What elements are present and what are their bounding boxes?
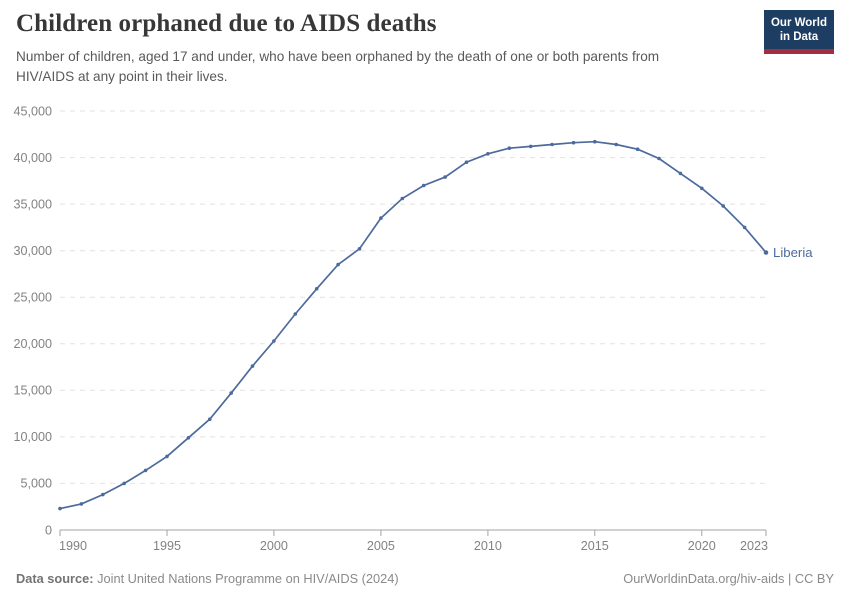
x-axis-tick-label: 1995 [153, 539, 181, 553]
data-point [336, 262, 340, 267]
x-axis-tick-label: 2010 [474, 539, 502, 553]
x-axis-tick-label: 2000 [260, 539, 288, 553]
data-point [165, 454, 169, 459]
data-point [742, 225, 747, 230]
page-title: Children orphaned due to AIDS deaths [16, 10, 437, 37]
data-point [486, 152, 490, 156]
x-axis-tick-label: 2023 [740, 539, 768, 553]
data-point [357, 247, 362, 251]
data-point [293, 312, 298, 316]
y-axis-tick-label: 20,000 [13, 337, 52, 351]
data-point [443, 175, 447, 179]
data-point [400, 196, 405, 201]
data-point [593, 139, 597, 144]
data-point [143, 468, 148, 473]
logo-line-1: Our World [770, 17, 827, 29]
data-point [528, 144, 533, 149]
data-point [101, 492, 105, 497]
data-point [379, 216, 383, 220]
data-point [700, 186, 704, 191]
data-point [229, 391, 233, 395]
x-axis-tick-label: 2015 [581, 539, 609, 553]
y-axis-tick-label: 10,000 [13, 430, 52, 444]
data-point [614, 142, 618, 147]
data-point [635, 147, 640, 151]
logo-line-2: in Data [779, 31, 819, 44]
data-source-text: Joint United Nations Programme on HIV/AI… [97, 571, 399, 586]
data-point [507, 146, 512, 150]
y-axis-tick-label: 40,000 [13, 151, 52, 165]
data-point [550, 142, 554, 147]
data-point [272, 339, 276, 343]
series-end-label: Liberia [773, 245, 813, 260]
y-axis-tick-label: 30,000 [13, 244, 52, 258]
data-source-label: Data source: [16, 571, 94, 586]
data-point [58, 506, 62, 511]
series-line-liberia [59, 140, 767, 510]
chart-footer: Data source: Joint United Nations Progra… [16, 571, 834, 586]
data-point [571, 140, 576, 145]
owid-logo: Our World in Data [763, 10, 834, 54]
y-axis-tick-label: 15,000 [13, 384, 52, 398]
y-axis-tick-label: 25,000 [13, 291, 52, 305]
data-point [678, 171, 683, 176]
data-point [79, 502, 84, 506]
x-axis-tick-label: 2005 [367, 539, 395, 553]
data-point [208, 417, 212, 422]
y-axis-tick-label: 35,000 [13, 197, 52, 211]
data-point [186, 436, 191, 440]
data-source: Data source: Joint United Nations Progra… [16, 571, 399, 586]
data-point [250, 364, 255, 368]
data-point [657, 156, 661, 161]
data-point [421, 183, 426, 188]
data-point [314, 287, 319, 291]
data-point [763, 250, 769, 255]
data-point [122, 481, 126, 486]
chart-subtitle: Number of children, aged 17 and under, w… [16, 49, 660, 85]
data-point [464, 160, 469, 164]
y-axis-tick-label: 5,000 [20, 477, 52, 491]
x-axis-tick-label: 1990 [59, 539, 87, 553]
credit-link[interactable]: OurWorldinData.org/hiv-aids | CC BY [623, 571, 834, 586]
x-axis-tick-label: 2020 [688, 539, 716, 553]
data-point [721, 204, 725, 208]
y-axis-tick-label: 0 [45, 523, 52, 537]
y-axis-tick-label: 45,000 [13, 104, 52, 118]
chart-header: Children orphaned due to AIDS deaths Num… [16, 10, 834, 88]
